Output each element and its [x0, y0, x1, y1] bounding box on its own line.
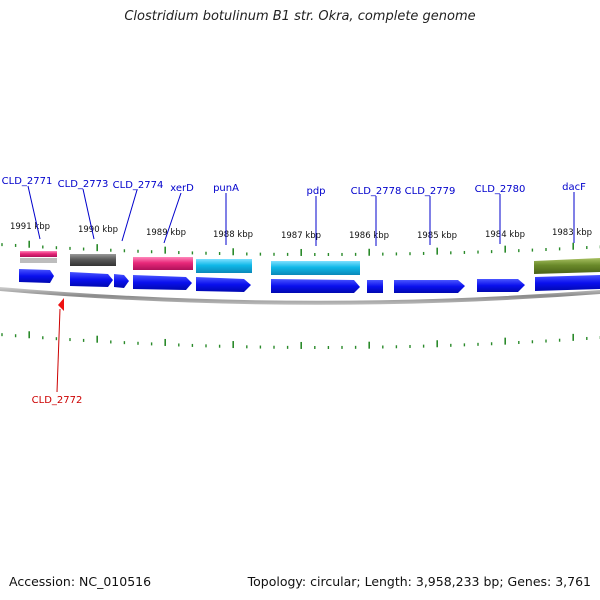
cds-arrow [535, 275, 600, 291]
gene-label-puna: punA [213, 183, 239, 194]
leader-cld-2771 [27, 185, 41, 240]
gene-label-cld-2772: CLD_2772 [32, 395, 83, 406]
gene-label-pdp: pdp [306, 186, 325, 197]
kbp-label-1985: 1985 kbp [417, 231, 457, 241]
accession-text: Accession: NC_010516 [9, 574, 152, 589]
kbp-label-1984: 1984 kbp [485, 230, 525, 240]
gene-label-cld-2780: CLD_2780 [475, 184, 526, 195]
cds-arrow [19, 269, 54, 283]
cds-arrow [394, 280, 465, 293]
kbp-label-1991: 1991 kbp [10, 222, 50, 232]
gene-label-cld-2771: CLD_2771 [2, 176, 53, 187]
feature-pdp [271, 261, 360, 275]
leader-cld-2774 [121, 189, 138, 242]
feature-dacf [534, 258, 600, 274]
genome-backbone [0, 287, 600, 305]
cld-2772-marker [58, 298, 64, 311]
feature-cld-2773 [70, 254, 116, 266]
map-title: Clostridium botulinum B1 str. Okra, comp… [124, 9, 476, 24]
gene-label-cld-2778: CLD_2778 [351, 186, 402, 197]
tick-row-top [1, 240, 600, 256]
leader-cld-2773 [82, 188, 95, 240]
feature-track [20, 251, 600, 275]
gene-label-xerd: xerD [170, 183, 194, 194]
kbp-label-1990: 1990 kbp [78, 225, 118, 235]
kbp-label-1987: 1987 kbp [281, 231, 321, 241]
cds-arrow [196, 277, 251, 292]
cds-arrow [477, 279, 525, 292]
leader-cld-2772 [56, 308, 61, 393]
genome-summary-text: Topology: circular; Length: 3,958,233 bp… [247, 574, 591, 589]
gene-label-cld-2773: CLD_2773 [58, 179, 109, 190]
cds-arrow [271, 279, 360, 293]
cds-arrow [114, 274, 129, 288]
feature-puna [196, 259, 252, 273]
kbp-label-1986: 1986 kbp [349, 231, 389, 241]
leader-xerd [163, 192, 182, 244]
feature-xerd [133, 257, 193, 270]
gene-label-cld-2774: CLD_2774 [113, 180, 164, 191]
feature-cld-2771 [20, 251, 57, 263]
cds-track [19, 269, 600, 293]
cds-box [367, 280, 383, 293]
cds-arrow [70, 272, 113, 287]
kbp-label-1989: 1989 kbp [146, 228, 186, 238]
gene-label-dacf: dacF [562, 182, 586, 193]
kbp-label-1983: 1983 kbp [552, 228, 592, 238]
tick-row-bottom [1, 331, 600, 349]
kbp-label-1988: 1988 kbp [213, 230, 253, 240]
gene-label-cld-2779: CLD_2779 [405, 186, 456, 197]
cds-arrow [133, 275, 192, 290]
